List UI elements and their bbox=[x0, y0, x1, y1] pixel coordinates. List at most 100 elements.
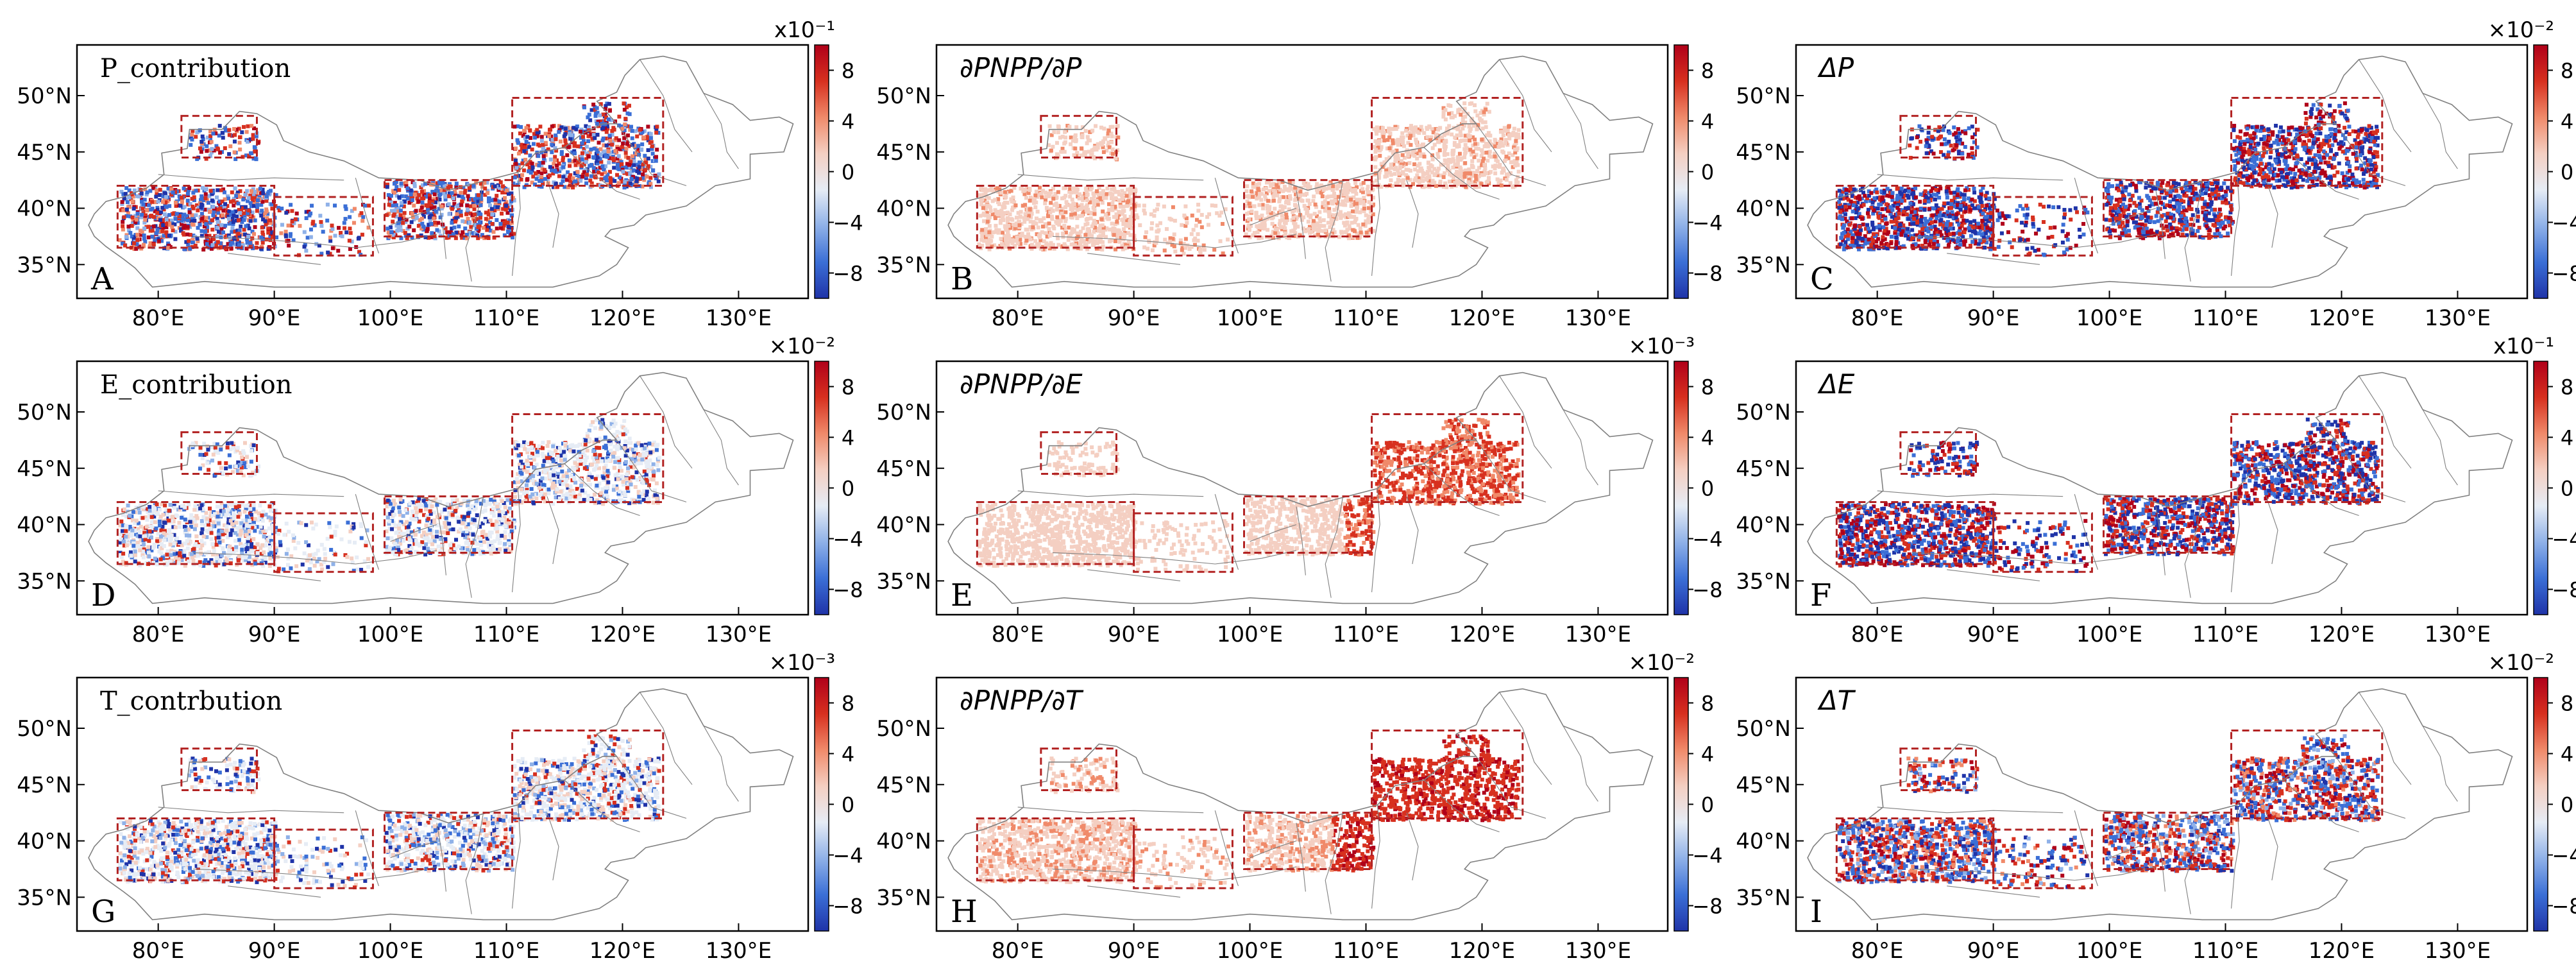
province-border bbox=[390, 524, 437, 542]
study-region-box bbox=[1899, 431, 1977, 475]
country-border bbox=[947, 55, 1654, 288]
province-border bbox=[1052, 550, 1297, 565]
x-tick-label: 90°E bbox=[248, 305, 301, 331]
province-border bbox=[1296, 190, 1306, 259]
province-border bbox=[2231, 488, 2240, 592]
y-tick-label: 35°N bbox=[876, 885, 931, 910]
x-tick-label: 90°E bbox=[1967, 305, 2020, 331]
province-border bbox=[640, 692, 693, 785]
colorbar-tick-label: 4 bbox=[1701, 110, 1714, 134]
province-border bbox=[2231, 172, 2240, 276]
y-tick-label: 50°N bbox=[1736, 716, 1791, 742]
colorbar-tick-label: −8 bbox=[2552, 262, 2576, 286]
province-border bbox=[1371, 488, 1380, 592]
panel-g: 80°E 90°E 100°E 110°E 120°E 130°E 50°N 45°N 40°N… bbox=[17, 650, 863, 964]
x-tick-label: 130°E bbox=[706, 622, 772, 647]
province-border bbox=[2184, 181, 2203, 282]
province-border bbox=[703, 93, 739, 169]
map-area bbox=[1807, 55, 2513, 288]
panel-letter: C bbox=[1810, 261, 1834, 297]
x-tick-label: 100°E bbox=[1217, 938, 1283, 964]
province-border bbox=[228, 569, 321, 581]
province-border bbox=[436, 823, 446, 892]
province-border bbox=[1406, 496, 1419, 565]
province-border bbox=[1052, 234, 1297, 248]
map-frame bbox=[76, 676, 809, 932]
colorbar-tick-label: −4 bbox=[1692, 844, 1722, 868]
panel-letter: D bbox=[91, 577, 115, 613]
map-area bbox=[947, 688, 1654, 921]
x-tick-label: 80°E bbox=[992, 622, 1044, 647]
province-border bbox=[2109, 841, 2157, 859]
map-area bbox=[947, 55, 1654, 288]
panel-title: E_contribution bbox=[100, 370, 292, 400]
province-border bbox=[158, 174, 344, 181]
province-border bbox=[1423, 780, 1500, 833]
y-tick-label: 40°N bbox=[1736, 513, 1791, 538]
data-pixels bbox=[118, 734, 661, 890]
y-tick-label: 45°N bbox=[17, 140, 72, 166]
province-border bbox=[1250, 524, 1297, 542]
map-frame bbox=[1795, 360, 2529, 616]
province-border bbox=[512, 172, 521, 276]
province-border bbox=[436, 506, 446, 576]
colorbar bbox=[814, 361, 829, 615]
province-border bbox=[158, 490, 344, 497]
panel-title: P_contribution bbox=[100, 54, 291, 83]
province-border bbox=[1087, 253, 1181, 265]
study-region-box bbox=[2103, 179, 2233, 237]
province-border bbox=[1371, 805, 1380, 909]
province-border bbox=[192, 234, 437, 248]
province-border bbox=[2422, 726, 2458, 802]
province-border bbox=[1499, 375, 1552, 469]
x-tick-label: 80°E bbox=[992, 305, 1044, 331]
province-border bbox=[2283, 780, 2359, 833]
province-border bbox=[1406, 180, 1419, 248]
x-tick-label: 120°E bbox=[2309, 938, 2375, 964]
x-tick-label: 130°E bbox=[2425, 938, 2491, 964]
study-region-box bbox=[180, 431, 258, 475]
x-tick-label: 90°E bbox=[1108, 305, 1160, 331]
province-border bbox=[1423, 463, 1500, 517]
colorbar bbox=[1674, 361, 1689, 615]
y-tick-label: 50°N bbox=[1736, 83, 1791, 109]
map-area bbox=[88, 688, 794, 921]
x-tick-label: 80°E bbox=[132, 305, 185, 331]
colorbar-tick-label: −4 bbox=[1692, 527, 1722, 552]
x-tick-label: 100°E bbox=[357, 622, 423, 647]
province-border bbox=[2359, 692, 2412, 785]
map-frame bbox=[76, 360, 809, 616]
y-tick-label: 35°N bbox=[1736, 252, 1791, 278]
colorbar bbox=[814, 677, 829, 932]
province-border bbox=[1087, 569, 1181, 581]
province-border bbox=[1475, 756, 1546, 819]
study-region-box bbox=[273, 512, 374, 573]
x-tick-label: 120°E bbox=[589, 622, 656, 647]
province-border bbox=[512, 805, 521, 909]
colorbar-tick-label: 8 bbox=[842, 59, 854, 83]
study-region-box bbox=[384, 812, 514, 870]
panel-c: 80°E 90°E 100°E 110°E 120°E 130°E 50°N 45°N 40°N… bbox=[1736, 17, 2576, 331]
province-border bbox=[1947, 253, 2040, 265]
colorbar-tick-label: 0 bbox=[2561, 160, 2573, 185]
colorbar-tick-label: 8 bbox=[1701, 375, 1714, 400]
colorbar-tick-label: 0 bbox=[842, 160, 854, 185]
x-tick-label: 100°E bbox=[357, 305, 423, 331]
colorbar-tick-label: 4 bbox=[1701, 426, 1714, 450]
panel-title: ΔP bbox=[1817, 52, 1854, 83]
panel-title: ∂PNPP/∂T bbox=[960, 685, 1084, 716]
x-tick-label: 80°E bbox=[1851, 938, 1904, 964]
province-border bbox=[2184, 497, 2203, 598]
colorbar-scale: ×10⁻² bbox=[1629, 650, 1695, 676]
colorbar-tick-label: −8 bbox=[1692, 262, 1722, 286]
province-border bbox=[192, 866, 437, 881]
colorbar-scale: x10⁻¹ bbox=[2493, 334, 2554, 359]
country-border bbox=[1807, 55, 2513, 288]
province-border bbox=[1947, 569, 2040, 581]
y-tick-label: 45°N bbox=[876, 140, 931, 166]
study-region-box bbox=[273, 828, 374, 889]
colorbar bbox=[2533, 44, 2548, 299]
colorbar bbox=[1674, 677, 1689, 932]
colorbar-tick-label: −4 bbox=[833, 844, 863, 868]
country-border bbox=[1807, 688, 2513, 921]
